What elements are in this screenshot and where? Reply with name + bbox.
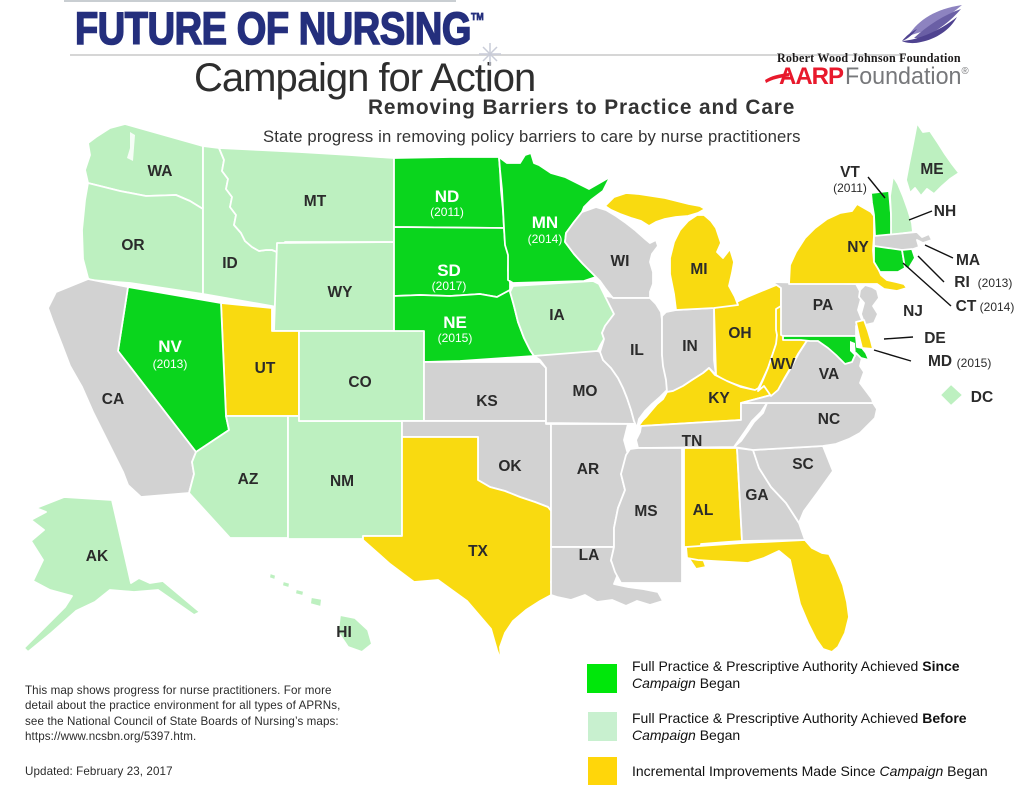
svg-text:(2014): (2014) — [980, 300, 1015, 314]
svg-text:OH: OH — [728, 325, 751, 342]
svg-text:SD: SD — [437, 261, 461, 280]
svg-text:(2015): (2015) — [957, 356, 992, 370]
svg-text:MS: MS — [634, 503, 657, 520]
svg-text:LA: LA — [579, 547, 600, 564]
svg-text:MA: MA — [956, 252, 980, 269]
svg-text:AL: AL — [693, 502, 714, 519]
svg-text:NJ: NJ — [903, 303, 923, 320]
svg-text:(2013): (2013) — [153, 357, 188, 371]
svg-text:AK: AK — [86, 548, 109, 565]
svg-text:KS: KS — [476, 393, 498, 410]
svg-text:IN: IN — [682, 338, 698, 355]
svg-text:KY: KY — [708, 390, 730, 407]
svg-text:ME: ME — [920, 161, 943, 178]
svg-text:TN: TN — [682, 433, 703, 450]
svg-text:CO: CO — [348, 374, 371, 391]
svg-text:ID: ID — [222, 255, 238, 272]
svg-text:(2017): (2017) — [432, 279, 467, 293]
svg-text:VA: VA — [819, 366, 839, 383]
svg-text:(2011): (2011) — [430, 205, 464, 219]
svg-text:IL: IL — [630, 342, 644, 359]
svg-text:UT: UT — [255, 360, 276, 377]
svg-text:WI: WI — [611, 253, 630, 270]
svg-text:NH: NH — [934, 203, 956, 220]
svg-text:PA: PA — [813, 297, 833, 314]
svg-text:HI: HI — [336, 624, 352, 641]
svg-text:ND: ND — [435, 187, 460, 206]
svg-text:DC: DC — [971, 389, 993, 406]
svg-text:SC: SC — [792, 456, 814, 473]
svg-text:DE: DE — [924, 330, 946, 347]
svg-text:MI: MI — [690, 261, 707, 278]
svg-text:(2011): (2011) — [833, 181, 867, 195]
svg-text:TX: TX — [468, 543, 488, 560]
svg-text:WY: WY — [328, 284, 354, 301]
svg-text:(2013): (2013) — [978, 276, 1013, 290]
svg-text:VT: VT — [840, 164, 860, 181]
svg-text:MT: MT — [304, 193, 327, 210]
svg-text:RI: RI — [954, 274, 970, 291]
svg-text:OK: OK — [498, 458, 522, 475]
svg-text:(2014): (2014) — [528, 232, 563, 246]
svg-text:MO: MO — [573, 383, 598, 400]
svg-text:NM: NM — [330, 473, 354, 490]
svg-text:WA: WA — [148, 163, 173, 180]
svg-text:NY: NY — [847, 239, 869, 256]
svg-text:MN: MN — [532, 213, 558, 232]
svg-text:AR: AR — [577, 461, 599, 478]
svg-text:WV: WV — [771, 356, 797, 373]
svg-text:GA: GA — [745, 487, 768, 504]
svg-text:NC: NC — [818, 411, 840, 428]
svg-text:NV: NV — [158, 337, 182, 356]
svg-text:CT: CT — [956, 298, 977, 315]
svg-text:IA: IA — [549, 307, 565, 324]
svg-text:(2015): (2015) — [438, 331, 473, 345]
svg-text:MD: MD — [928, 353, 952, 370]
svg-text:CA: CA — [102, 391, 124, 408]
svg-text:OR: OR — [121, 237, 144, 254]
svg-text:AZ: AZ — [238, 471, 259, 488]
svg-text:NE: NE — [443, 313, 467, 332]
